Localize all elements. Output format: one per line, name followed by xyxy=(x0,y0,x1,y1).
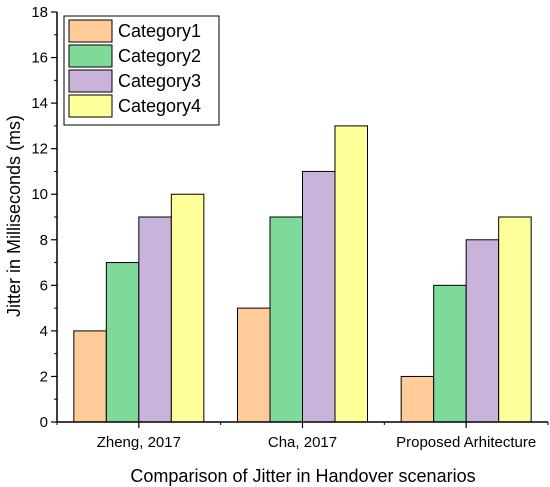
y-tick-label: 8 xyxy=(40,232,48,249)
bar-category2-0 xyxy=(105,262,140,423)
legend-label-category3: Category3 xyxy=(118,71,201,91)
x-tick-label: Proposed Arhitecture xyxy=(396,434,536,451)
y-tick-label: 10 xyxy=(31,186,48,203)
x-axis: Zheng, 2017 Cha, 2017 Proposed Arhitecture xyxy=(56,421,549,451)
y-axis-title: Jitter in Milliseconds (ms) xyxy=(4,115,24,317)
y-tick-label: 14 xyxy=(31,95,48,112)
bar-category4-2 xyxy=(498,216,532,423)
legend-label-category1: Category1 xyxy=(118,21,201,41)
bar-category2-2 xyxy=(433,284,467,423)
x-axis-title: Comparison of Jitter in Handover scenari… xyxy=(130,466,475,486)
bar-category2-1 xyxy=(269,216,303,423)
legend-label-category4: Category4 xyxy=(118,96,201,116)
bar-category1-0 xyxy=(73,330,107,423)
legend: Category1 Category2 Category3 Category4 xyxy=(63,15,220,126)
bar-category1-2 xyxy=(400,375,435,423)
y-tick-label: 2 xyxy=(40,368,48,385)
legend-label-category2: Category2 xyxy=(118,46,201,66)
y-tick-label: 18 xyxy=(31,4,48,21)
y-tick-label: 0 xyxy=(40,414,48,431)
y-tick-label: 6 xyxy=(40,277,48,294)
bars-group xyxy=(73,125,532,423)
legend-swatch-category3 xyxy=(68,69,113,93)
bar-category3-0 xyxy=(138,216,172,423)
bar-category3-2 xyxy=(465,239,500,423)
bar-category1-1 xyxy=(237,307,271,423)
legend-swatch-category2 xyxy=(68,44,113,68)
bar-category3-1 xyxy=(302,170,336,423)
y-tick-label: 16 xyxy=(31,50,48,67)
x-tick-label: Zheng, 2017 xyxy=(97,434,181,451)
legend-swatch-category4 xyxy=(68,94,113,118)
y-axis: 0 2 4 6 8 10 12 14 16 18 xyxy=(31,4,58,431)
bar-category4-0 xyxy=(170,193,205,423)
legend-swatch-category1 xyxy=(68,19,113,43)
x-tick-label: Cha, 2017 xyxy=(268,434,337,451)
y-tick-label: 4 xyxy=(40,323,48,340)
y-tick-label: 12 xyxy=(31,141,48,158)
bar-category4-1 xyxy=(334,125,368,423)
